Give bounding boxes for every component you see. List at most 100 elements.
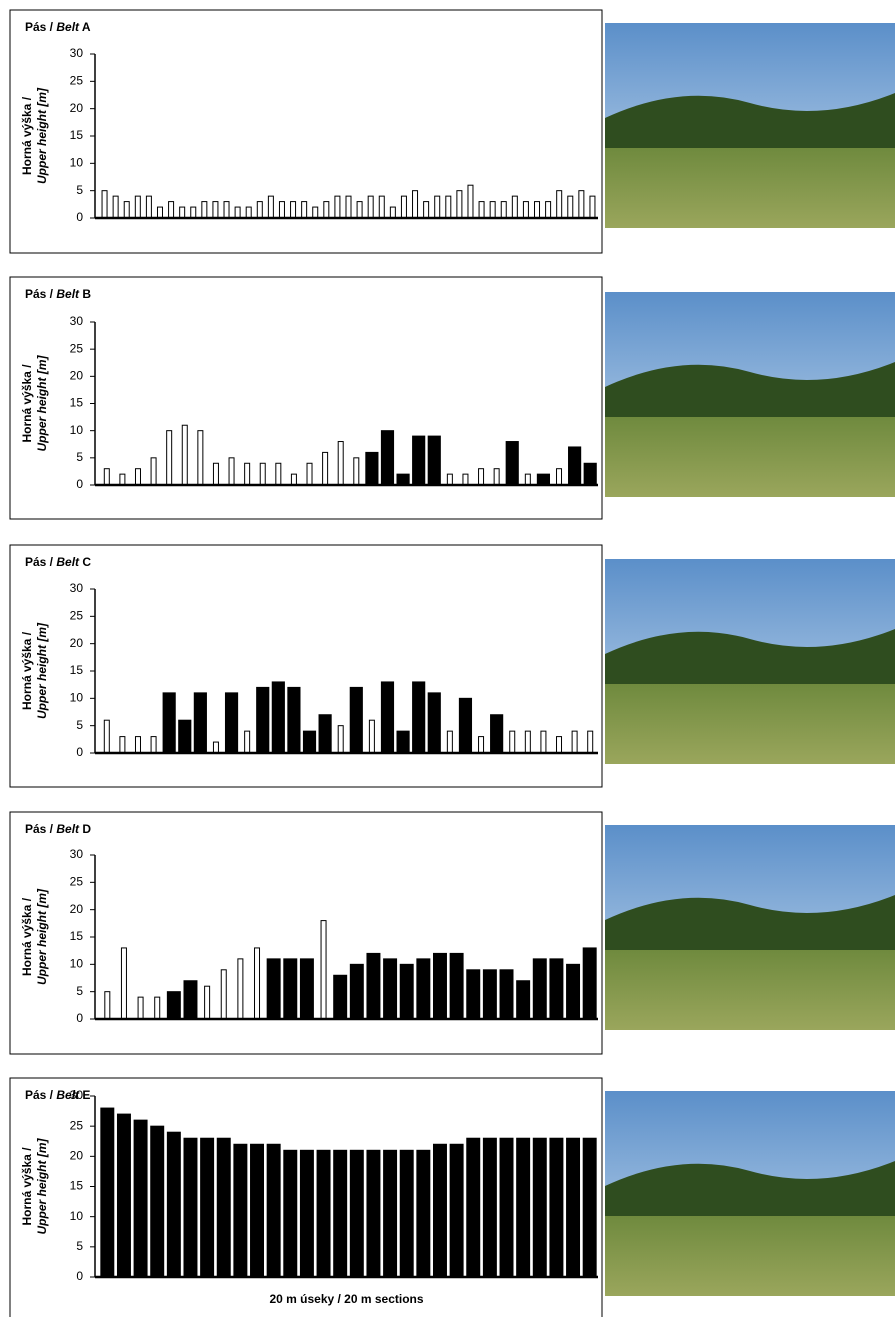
bar <box>534 201 541 219</box>
y-axis-label: Horná výška / <box>20 96 34 175</box>
bar <box>449 1143 464 1278</box>
bar <box>396 473 410 486</box>
y-tick-label: 0 <box>76 477 83 491</box>
bar <box>101 190 108 219</box>
chart-title: Pás / Belt B <box>25 287 91 301</box>
bar <box>271 681 285 754</box>
bar <box>104 991 111 1020</box>
bar <box>290 201 297 219</box>
bar <box>380 430 395 486</box>
bar <box>587 730 594 754</box>
chart-title: Pás / Belt D <box>25 822 91 836</box>
bar <box>478 201 485 219</box>
bar <box>237 958 244 1020</box>
bar <box>522 201 529 219</box>
bar <box>482 1137 497 1278</box>
bar <box>103 719 110 754</box>
bar <box>302 730 317 754</box>
y-tick-label: 25 <box>70 341 84 355</box>
bar <box>356 201 363 219</box>
bar <box>266 1143 281 1278</box>
bar <box>582 1137 597 1278</box>
bar <box>378 195 385 219</box>
y-tick-label: 15 <box>70 128 84 142</box>
bar <box>112 195 119 219</box>
bar <box>571 730 578 754</box>
bar <box>320 920 327 1020</box>
bar <box>427 692 441 754</box>
bar <box>446 730 453 754</box>
bar <box>396 730 410 754</box>
bar <box>432 1143 447 1278</box>
bar <box>367 195 374 219</box>
bar <box>511 195 518 219</box>
y-tick-label: 0 <box>76 745 83 759</box>
y-axis-label: Upper height [m] <box>35 622 49 719</box>
y-tick-label: 15 <box>70 396 84 410</box>
title-part: Belt <box>56 555 80 569</box>
y-tick-label: 25 <box>70 875 84 889</box>
y-tick-label: 10 <box>70 423 84 437</box>
photo-trees <box>605 629 895 689</box>
title-part: B <box>79 287 91 301</box>
bar <box>399 1149 414 1278</box>
bar <box>536 473 551 486</box>
title-part: Belt <box>56 1088 80 1102</box>
bar <box>516 980 531 1020</box>
bar <box>366 1149 381 1278</box>
y-axis-label: Horná výška / <box>20 364 34 443</box>
bar <box>179 206 186 219</box>
bar <box>256 686 270 754</box>
bar <box>234 206 241 219</box>
title-part: Pás / <box>25 555 56 569</box>
bar <box>478 468 485 486</box>
bar <box>316 1149 331 1278</box>
photo-trees <box>605 895 895 955</box>
bar <box>119 736 126 754</box>
photo <box>605 825 895 1030</box>
bar <box>500 201 507 219</box>
y-tick-label: 10 <box>70 957 84 971</box>
bar <box>123 201 130 219</box>
bar <box>383 958 398 1020</box>
bar <box>150 736 157 754</box>
title-part: D <box>79 822 91 836</box>
bar <box>204 985 211 1020</box>
bar <box>323 201 330 219</box>
bar <box>145 195 152 219</box>
y-axis-label: Upper height [m] <box>35 87 49 184</box>
chart-frame <box>9 544 603 788</box>
bar <box>449 952 464 1020</box>
bar <box>567 195 574 219</box>
bar <box>220 969 227 1020</box>
bar <box>133 1119 148 1278</box>
bar <box>224 692 239 754</box>
bar <box>365 451 379 486</box>
bar <box>134 468 141 486</box>
y-tick-label: 30 <box>70 581 84 595</box>
bar <box>432 952 447 1020</box>
y-tick-label: 30 <box>70 314 84 328</box>
y-tick-label: 15 <box>70 929 84 943</box>
y-tick-label: 5 <box>76 718 83 732</box>
y-tick-label: 5 <box>76 183 83 197</box>
chart-frame <box>9 9 603 254</box>
y-tick-label: 25 <box>70 609 84 623</box>
bar <box>299 958 314 1020</box>
title-part: C <box>79 555 91 569</box>
bar <box>566 1137 581 1278</box>
bar <box>412 681 426 754</box>
bar <box>589 195 596 219</box>
bar <box>349 1149 364 1278</box>
y-axis-label: Upper height [m] <box>35 1138 49 1235</box>
title-part: A <box>79 20 91 34</box>
photo-trees <box>605 93 895 153</box>
bar <box>446 473 453 486</box>
bar <box>466 1137 481 1278</box>
bar <box>250 1143 265 1278</box>
bar <box>166 1131 181 1278</box>
bar <box>524 473 531 486</box>
bar <box>399 963 414 1020</box>
bar <box>499 969 514 1020</box>
